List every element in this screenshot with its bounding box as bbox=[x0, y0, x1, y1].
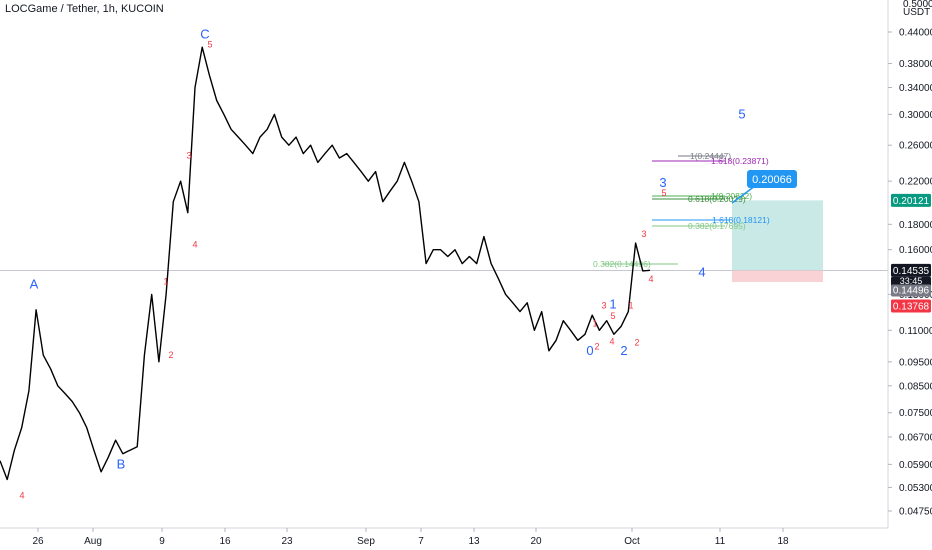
time-tick-label: 16 bbox=[219, 536, 231, 547]
price-tick-label: 0.04750 bbox=[899, 507, 932, 518]
price-badge-box bbox=[891, 276, 931, 287]
price-axis-top-label: 0.50000 bbox=[903, 0, 932, 10]
time-tick-label: 23 bbox=[281, 536, 293, 547]
time-tick-label: Sep bbox=[357, 536, 375, 547]
price-tick-label: 0.07500 bbox=[899, 408, 932, 419]
stop-zone bbox=[732, 270, 823, 283]
time-tick-label: 9 bbox=[159, 536, 165, 547]
price-tick-label: 0.05300 bbox=[899, 483, 932, 494]
price-tick-label: 0.11000 bbox=[899, 326, 932, 337]
fib-level-label: 1.618(0.18121) bbox=[712, 215, 770, 225]
time-tick-label: 26 bbox=[32, 536, 44, 547]
price-tick-label: 0.26000 bbox=[899, 141, 932, 152]
time-tick-label: 18 bbox=[777, 536, 789, 547]
price-tick-label: 0.16000 bbox=[899, 245, 932, 256]
price-badge-secondary: 0.14496 bbox=[891, 284, 931, 297]
time-tick-label: 20 bbox=[530, 536, 542, 547]
price-tick-label: 0.09500 bbox=[899, 357, 932, 368]
minor-wave-label: 3 bbox=[601, 300, 606, 310]
minor-wave-label: 3 bbox=[186, 150, 191, 160]
wave-label-2: 2 bbox=[620, 343, 627, 358]
wave-label-A: A bbox=[30, 277, 39, 292]
minor-wave-label: 4 bbox=[609, 336, 614, 346]
target-callout-box bbox=[747, 170, 797, 188]
wave-label-B: B bbox=[117, 456, 126, 471]
price-badge-countdown: 33:45 bbox=[891, 276, 931, 287]
time-tick-label: 7 bbox=[418, 536, 424, 547]
price-badge-target: 0.20121 bbox=[891, 193, 931, 207]
minor-wave-label: 5 bbox=[207, 40, 212, 50]
fib-level-label: 1.618(0.23871) bbox=[711, 156, 769, 166]
price-badge-value: 0.14496 bbox=[893, 286, 930, 297]
time-tick-label: Aug bbox=[84, 536, 102, 547]
price-badge-box bbox=[891, 263, 931, 277]
minor-wave-label: 5 bbox=[610, 311, 615, 321]
fibonacci-levels: 1(0.24447)1.618(0.23871) 1(0.20822)0.618(… bbox=[593, 151, 770, 269]
price-tick-label: 0.38000 bbox=[899, 59, 932, 70]
wave-label-C: C bbox=[200, 26, 209, 41]
price-badge-value: 0.13768 bbox=[893, 302, 930, 313]
price-axis-currency: USDT bbox=[903, 7, 930, 18]
price-tick-label: 0.08500 bbox=[899, 381, 932, 392]
price-tick-label: 0.18000 bbox=[899, 220, 932, 231]
wave-label-1: 1 bbox=[609, 297, 616, 312]
price-badge-value: 33:45 bbox=[900, 276, 923, 286]
minor-wave-label: 4 bbox=[19, 491, 24, 501]
minor-wave-label: 3 bbox=[641, 229, 646, 239]
target-callout: 0.20066 bbox=[747, 170, 797, 188]
minor-wave-label: 4 bbox=[648, 274, 653, 284]
price-tick-label: 0.34000 bbox=[899, 83, 932, 94]
minor-wave-label: 2 bbox=[594, 342, 599, 352]
time-tick-label: 13 bbox=[468, 536, 480, 547]
fib-level-label: 0.382(0.14496) bbox=[593, 259, 651, 269]
minor-wave-label: 4 bbox=[192, 239, 197, 249]
minor-wave-label: 1 bbox=[163, 277, 168, 287]
price-tick-label: 0.22000 bbox=[899, 177, 932, 188]
fib-level-label: 1(0.24447) bbox=[690, 151, 731, 161]
target-zone bbox=[732, 200, 823, 271]
time-tick-label: Oct bbox=[624, 536, 640, 547]
minor-wave-label: 1 bbox=[628, 300, 633, 310]
price-badge-current: 0.14535 bbox=[891, 263, 931, 277]
projection-arrow bbox=[731, 185, 756, 204]
time-tick-label: 11 bbox=[715, 536, 726, 547]
price-badge-box bbox=[891, 193, 931, 207]
minor-wave-label: 5 bbox=[661, 188, 666, 198]
wave-label-3: 3 bbox=[659, 175, 666, 190]
price-tick-label: 0.44000 bbox=[899, 28, 932, 39]
price-badge-box bbox=[891, 284, 931, 297]
minor-wave-label: 1 bbox=[592, 319, 597, 329]
minor-wave-label: 2 bbox=[168, 350, 173, 360]
fib-level-label: 0.618(0.20029) bbox=[688, 194, 746, 204]
position-zones bbox=[732, 200, 823, 283]
price-badge-value: 0.20121 bbox=[893, 196, 930, 207]
minor-wave-label: 2 bbox=[634, 337, 639, 347]
price-badge-stop: 0.13768 bbox=[891, 299, 931, 313]
wave-label-4: 4 bbox=[698, 264, 705, 279]
price-badge-value: 0.14535 bbox=[893, 266, 930, 277]
price-tick-label: 0.06700 bbox=[899, 432, 932, 443]
target-callout-value: 0.20066 bbox=[752, 174, 792, 186]
wave-label-0: 0 bbox=[586, 343, 593, 358]
chart-title: LOCGame / Tether, 1h, KUCOIN bbox=[5, 3, 164, 15]
fib-level-label: 1(0.20822) bbox=[711, 191, 752, 201]
fib-level-label: 0.382(0.17695) bbox=[688, 221, 746, 231]
price-tick-label: 0.30000 bbox=[899, 110, 932, 121]
price-tick-label: 0.05900 bbox=[899, 460, 932, 471]
price-line-layer bbox=[0, 46, 651, 481]
price-badge-box bbox=[891, 299, 931, 313]
wave-label-5: 5 bbox=[738, 106, 745, 121]
price-line bbox=[0, 46, 651, 481]
